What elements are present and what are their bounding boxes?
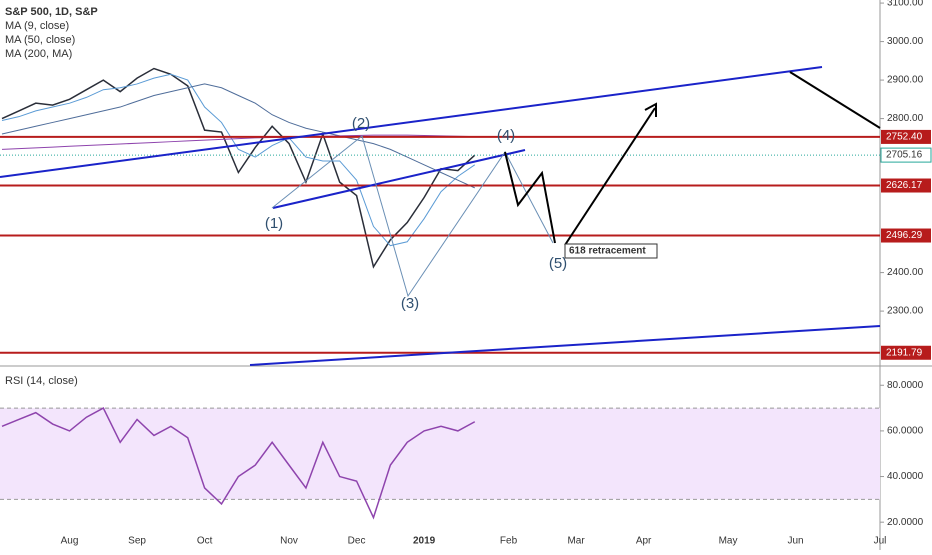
y-tick-label: 20.0000: [887, 517, 924, 528]
x-tick-label: Apr: [636, 536, 652, 547]
rsi-band: [0, 408, 880, 500]
pane-title: RSI (14, close): [5, 375, 78, 387]
price-label-box: [881, 178, 931, 193]
arrow-head: [644, 102, 657, 117]
annotation: 618 retracement: [569, 246, 646, 257]
price-label: 2191.79: [886, 347, 923, 358]
channel-line: [272, 149, 526, 209]
legend-entry: MA (50, close): [5, 34, 75, 46]
drawings: [0, 66, 881, 366]
projection-arrow: [564, 107, 656, 246]
price-label: 2496.29: [886, 230, 923, 241]
projection-arrow: [504, 151, 556, 244]
projection-arrow: [789, 71, 881, 129]
y-tick-label: 2400.00: [887, 267, 924, 278]
y-tick-label: 2900.00: [887, 75, 924, 86]
y-tick-label: 2800.00: [887, 113, 924, 124]
x-tick-label: Oct: [197, 536, 213, 547]
y-tick-label: 80.0000: [887, 380, 924, 391]
x-tick-label: May: [719, 536, 738, 547]
price-label-box: [881, 228, 931, 243]
annotation-box: [564, 243, 658, 259]
y-tick-label: 3000.00: [887, 36, 924, 47]
channel-line: [0, 66, 823, 178]
series-line: [1, 134, 475, 150]
y-tick-label: 3100.00: [887, 0, 924, 9]
y-tick-label: 2300.00: [887, 306, 924, 317]
x-tick-label: 2019: [413, 536, 436, 547]
series-line: [1, 67, 476, 269]
x-tick-label: Nov: [280, 536, 298, 547]
wave-label: (5): [549, 255, 567, 272]
chart-title: S&P 500, 1D, S&P: [5, 6, 98, 18]
wave-label: (2): [352, 115, 370, 132]
y-tick-label: 40.0000: [887, 471, 924, 482]
wave-label: (3): [401, 295, 419, 312]
wave-label: (1): [265, 215, 283, 232]
price-label: 2626.17: [886, 180, 923, 191]
legend-entry: MA (200, MA): [5, 48, 72, 60]
x-tick-label: Jul: [874, 536, 887, 547]
series-line: [1, 83, 475, 189]
wave-label: (4): [497, 127, 515, 144]
price-label-box: [880, 147, 932, 163]
price-label-box: [881, 129, 931, 144]
price-label-box: [881, 345, 931, 360]
channel-line: [249, 325, 881, 366]
y-tick-label: 60.0000: [887, 426, 924, 437]
series-line: [1, 407, 476, 520]
price-label: 2752.40: [886, 132, 923, 143]
x-tick-label: Jun: [788, 536, 804, 547]
x-tick-label: Mar: [567, 536, 585, 547]
wave-line: [271, 135, 554, 298]
x-tick-label: Sep: [128, 536, 146, 547]
series-line: [1, 73, 476, 247]
x-tick-label: Dec: [348, 536, 366, 547]
x-tick-label: Aug: [61, 536, 79, 547]
x-tick-label: Feb: [500, 536, 518, 547]
legend-entry: MA (9, close): [5, 20, 69, 32]
price-label: 2705.16: [886, 150, 923, 161]
